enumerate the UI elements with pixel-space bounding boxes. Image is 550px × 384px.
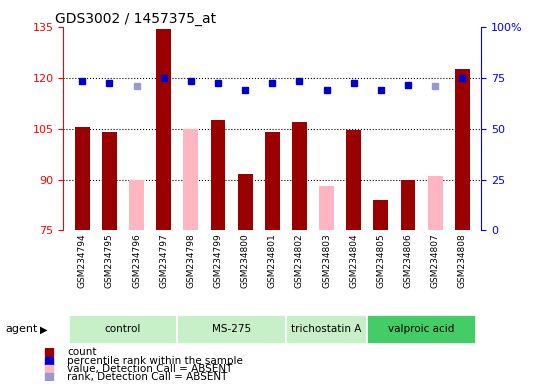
- Text: control: control: [105, 324, 141, 334]
- Text: GSM234807: GSM234807: [431, 233, 439, 288]
- Text: GSM234799: GSM234799: [213, 233, 222, 288]
- Text: GSM234798: GSM234798: [186, 233, 195, 288]
- Bar: [129, 180, 144, 230]
- Text: percentile rank within the sample: percentile rank within the sample: [67, 356, 243, 366]
- Bar: [69, 315, 177, 344]
- Text: value, Detection Call = ABSENT: value, Detection Call = ABSENT: [67, 364, 232, 374]
- Text: valproic acid: valproic acid: [388, 324, 455, 334]
- Text: GSM234805: GSM234805: [376, 233, 386, 288]
- Text: GSM234803: GSM234803: [322, 233, 331, 288]
- Bar: [183, 129, 199, 230]
- Text: MS-275: MS-275: [212, 324, 251, 334]
- Bar: [238, 174, 252, 230]
- Bar: [346, 130, 361, 230]
- Text: rank, Detection Call = ABSENT: rank, Detection Call = ABSENT: [67, 372, 227, 382]
- Text: GSM234802: GSM234802: [295, 233, 304, 288]
- Bar: [75, 127, 90, 230]
- Text: GSM234804: GSM234804: [349, 233, 358, 288]
- Bar: [373, 200, 388, 230]
- Bar: [265, 132, 280, 230]
- Bar: [428, 176, 443, 230]
- Text: GDS3002 / 1457375_at: GDS3002 / 1457375_at: [55, 12, 216, 26]
- Bar: [211, 120, 226, 230]
- Bar: [455, 69, 470, 230]
- Bar: [156, 28, 171, 230]
- Bar: [286, 315, 367, 344]
- Text: GSM234797: GSM234797: [159, 233, 168, 288]
- Bar: [367, 315, 476, 344]
- Text: GSM234800: GSM234800: [240, 233, 250, 288]
- Text: count: count: [67, 348, 96, 358]
- Text: ▶: ▶: [40, 324, 48, 334]
- Text: GSM234801: GSM234801: [268, 233, 277, 288]
- Text: GSM234806: GSM234806: [404, 233, 412, 288]
- Text: GSM234796: GSM234796: [132, 233, 141, 288]
- Bar: [102, 132, 117, 230]
- Bar: [319, 186, 334, 230]
- Text: GSM234795: GSM234795: [105, 233, 114, 288]
- Text: agent: agent: [6, 324, 38, 334]
- Text: GSM234794: GSM234794: [78, 233, 87, 288]
- Bar: [400, 180, 415, 230]
- Text: trichostatin A: trichostatin A: [292, 324, 362, 334]
- Text: GSM234808: GSM234808: [458, 233, 467, 288]
- Bar: [292, 122, 307, 230]
- Bar: [177, 315, 286, 344]
